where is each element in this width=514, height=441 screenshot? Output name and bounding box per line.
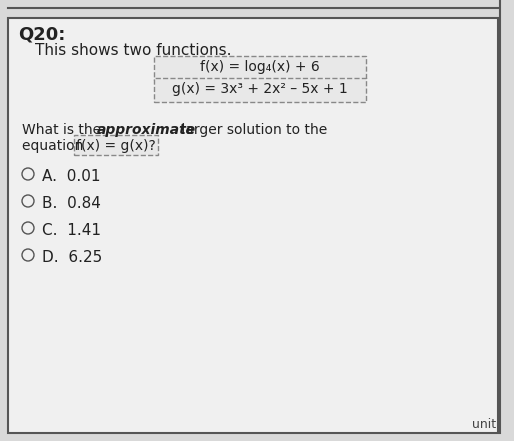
Text: f(x) = log₄(x) + 6: f(x) = log₄(x) + 6 (200, 60, 320, 74)
Text: g(x) = 3x³ + 2x² – 5x + 1: g(x) = 3x³ + 2x² – 5x + 1 (172, 82, 348, 96)
Text: Q20:: Q20: (18, 26, 65, 44)
FancyBboxPatch shape (154, 56, 366, 80)
FancyBboxPatch shape (154, 78, 366, 102)
Text: equation: equation (22, 139, 88, 153)
Text: unit: unit (472, 418, 496, 431)
Text: B.  0.84: B. 0.84 (42, 196, 101, 211)
FancyBboxPatch shape (8, 18, 498, 433)
Text: This shows two functions.: This shows two functions. (35, 43, 231, 58)
Text: C.  1.41: C. 1.41 (42, 223, 101, 238)
Text: A.  0.01: A. 0.01 (42, 169, 101, 184)
Text: What is the: What is the (22, 123, 105, 137)
FancyBboxPatch shape (74, 135, 158, 155)
Text: larger solution to the: larger solution to the (177, 123, 327, 137)
Text: D.  6.25: D. 6.25 (42, 250, 102, 265)
Text: f(x) = g(x)?: f(x) = g(x)? (76, 139, 156, 153)
Text: approximate: approximate (97, 123, 196, 137)
